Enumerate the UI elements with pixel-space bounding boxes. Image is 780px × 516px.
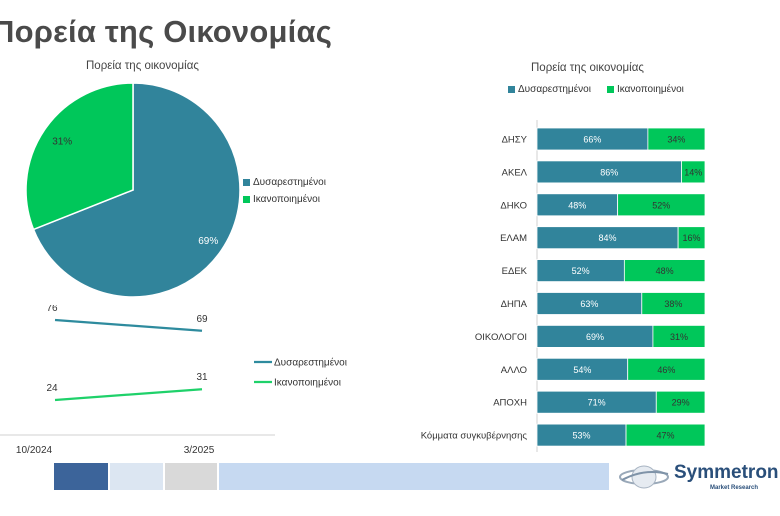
series-line — [54, 318, 203, 332]
line-data-label: 24 — [46, 383, 58, 394]
category-label: ΕΔΕΚ — [502, 266, 528, 277]
category-label: ΕΛΑΜ — [500, 233, 527, 244]
bar-data-label: 84% — [599, 233, 617, 243]
bar-data-label: 38% — [664, 299, 682, 309]
brand-logo: Symmetron Market Research — [618, 460, 780, 500]
legend-label: Ικανοποιημένοι — [253, 194, 320, 205]
bar-segment — [625, 423, 706, 447]
bar-data-label: 63% — [580, 299, 598, 309]
line-data-label: 69 — [196, 314, 208, 325]
bar-segment — [652, 324, 706, 348]
pie-chart-title: Πορεία της οικονομίας — [86, 60, 199, 72]
bar-chart-title: Πορεία της οικονομίας — [531, 62, 644, 74]
legend-swatch — [243, 196, 250, 203]
legend-swatch — [606, 86, 614, 93]
bar-data-label: 16% — [683, 233, 701, 243]
bar-segment — [623, 259, 706, 283]
bar-data-label: 52% — [572, 266, 590, 276]
bar-data-label: 71% — [588, 398, 606, 408]
legend-label: Δυσαρεστημένοι — [274, 357, 347, 369]
bar-data-label: 48% — [568, 200, 586, 210]
bar-data-label: 46% — [657, 365, 675, 375]
bar-data-label: 69% — [586, 332, 604, 342]
footer-strip-light — [110, 463, 163, 490]
legend-label: Ικανοποιημένοι — [616, 84, 684, 95]
category-label: ΑΛΛΟ — [501, 365, 527, 376]
page-title: Πορεία της Οικονομίας — [0, 14, 333, 49]
brand-tagline: Market Research — [710, 485, 759, 491]
bar-data-label: 14% — [684, 167, 702, 177]
category-label: ΔΗΠΑ — [501, 299, 528, 310]
bar-legend-dissatisfied: Δυσαρεστημένοι — [508, 84, 591, 95]
legend-label: Δυσαρεστημένοι — [253, 177, 326, 188]
bar-data-label: 53% — [573, 431, 591, 441]
pie-legend: Δυσαρεστημένοι Ικανοποιημένοι — [243, 177, 326, 205]
bar-data-label: 31% — [670, 332, 688, 342]
globe-swoosh-icon — [619, 465, 669, 489]
pie-data-label: 69% — [198, 236, 218, 247]
footer-strip-dark — [54, 463, 108, 490]
category-label: Κόμματα συγκυβέρνησης — [421, 431, 528, 442]
bar-data-label: 47% — [657, 431, 675, 441]
bar-segment — [681, 160, 706, 184]
bar-data-label: 29% — [672, 398, 690, 408]
pie-legend-dissatisfied: Δυσαρεστημένοι — [243, 177, 326, 188]
bar-data-label: 48% — [656, 266, 674, 276]
category-label: ΟΙΚΟΛΟΓΟΙ — [475, 332, 527, 343]
pie-chart: 69% 31% — [25, 82, 241, 298]
bar-data-label: 52% — [652, 200, 670, 210]
x-tick-label: 10/2024 — [16, 445, 53, 456]
brand-name: Symmetron — [674, 462, 779, 483]
category-label: ΔΗΚΟ — [500, 200, 527, 211]
bar-segment — [647, 127, 706, 151]
series-line — [54, 388, 203, 402]
bar-legend: Δυσαρεστημένοι Ικανοποιημένοι — [508, 84, 684, 95]
line-chart: 76 69 Δυσαρεστημένοι 24 31 Ικανοποιημένοι 10/2… — [0, 305, 347, 456]
line-data-label: 31 — [196, 372, 208, 383]
bar-data-label: 86% — [600, 167, 618, 177]
bar-legend-satisfied: Ικανοποιημένοι — [606, 84, 684, 95]
legend-label: Ικανοποιημένοι — [274, 377, 341, 389]
bar-segment — [627, 357, 706, 381]
footer-strip-wide — [219, 463, 609, 490]
bar-segment — [677, 226, 706, 250]
pie-legend-satisfied: Ικανοποιημένοι — [243, 194, 326, 205]
pie-slice — [32, 82, 241, 298]
bar-segment — [641, 292, 706, 315]
bar-data-label: 54% — [573, 365, 591, 375]
bar-data-label: 34% — [667, 135, 685, 145]
x-tick-label: 3/2025 — [184, 445, 215, 456]
legend-swatch — [508, 86, 515, 93]
bar-segment — [617, 193, 706, 217]
bar-segment — [655, 390, 706, 414]
footer-strip-gray — [165, 463, 217, 490]
category-label: ΑΠΟΧΗ — [493, 398, 527, 409]
legend-swatch — [243, 179, 250, 186]
line-data-label: 76 — [46, 305, 58, 314]
category-label: ΑΚΕΛ — [502, 167, 528, 178]
pie-data-label: 31% — [52, 137, 72, 148]
category-label: ΔΗΣΥ — [502, 135, 528, 146]
bar-data-label: 66% — [583, 135, 601, 145]
pie-slice — [25, 82, 134, 231]
legend-label: Δυσαρεστημένοι — [518, 84, 591, 95]
stacked-bar-chart: ΔΗΣΥ 66% 34% ΑΚΕΛ 86% 14% ΔΗΚΟ 48% 52% ΕΛΑΜ 84% 16%… — [421, 120, 706, 452]
